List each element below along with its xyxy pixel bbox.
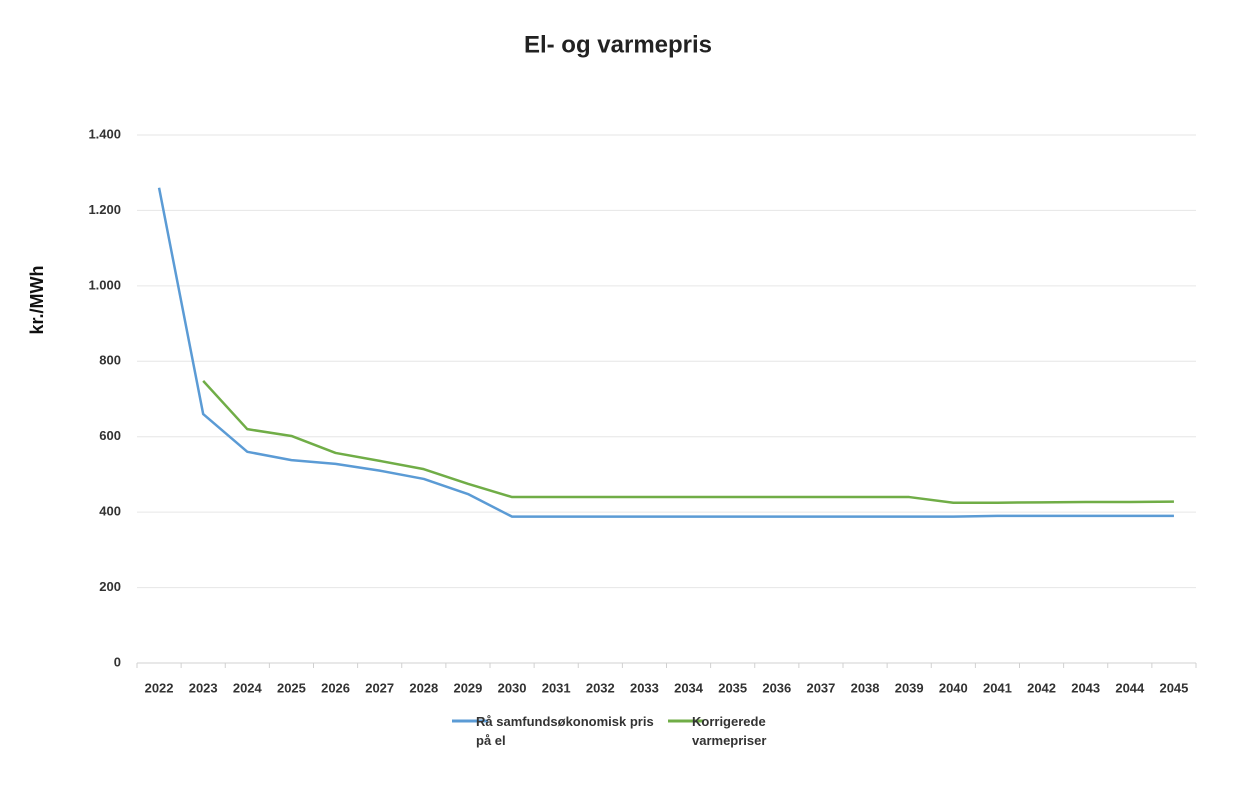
x-tick-label: 2030 [498, 680, 527, 695]
x-tick-label: 2031 [542, 680, 571, 695]
x-tick-label: 2042 [1027, 680, 1056, 695]
x-tick-label: 2037 [806, 680, 835, 695]
y-tick-label: 1.200 [88, 202, 121, 217]
chart-title: El- og varmepris [524, 31, 712, 58]
series-line [157, 187, 1174, 518]
y-axis-label: kr./MWh [27, 265, 47, 334]
x-tick-label: 2028 [409, 680, 438, 695]
x-tick-label: 2040 [939, 680, 968, 695]
y-tick-label: 1.400 [88, 126, 121, 141]
x-tick-label: 2043 [1071, 680, 1100, 695]
x-tick-label: 2027 [365, 680, 394, 695]
x-tick-label: 2022 [145, 680, 174, 695]
x-tick-label: 2041 [983, 680, 1012, 695]
x-tick-label: 2034 [674, 680, 704, 695]
x-tick-label: 2039 [895, 680, 924, 695]
y-tick-label: 0 [114, 654, 121, 669]
y-tick-label: 600 [99, 428, 121, 443]
x-tick-label: 2045 [1159, 680, 1188, 695]
x-tick-label: 2044 [1115, 680, 1145, 695]
y-tick-label: 1.000 [88, 277, 121, 292]
series-line [202, 380, 1174, 504]
x-tick-label: 2025 [277, 680, 306, 695]
legend-label: Korrigerede varmepriser [692, 714, 767, 748]
y-tick-label: 200 [99, 579, 121, 594]
x-tick-label: 2024 [233, 680, 263, 695]
x-tick-label: 2038 [851, 680, 880, 695]
x-tick-label: 2032 [586, 680, 615, 695]
x-tick-label: 2035 [718, 680, 747, 695]
x-tick-label: 2029 [453, 680, 482, 695]
x-tick-label: 2023 [189, 680, 218, 695]
x-tick-label: 2036 [762, 680, 791, 695]
y-tick-label: 400 [99, 504, 121, 519]
x-tick-label: 2026 [321, 680, 350, 695]
y-tick-label: 800 [99, 353, 121, 368]
x-tick-label: 2033 [630, 680, 659, 695]
legend-label: Rå samfundsøkonomisk pris på el [476, 714, 654, 748]
